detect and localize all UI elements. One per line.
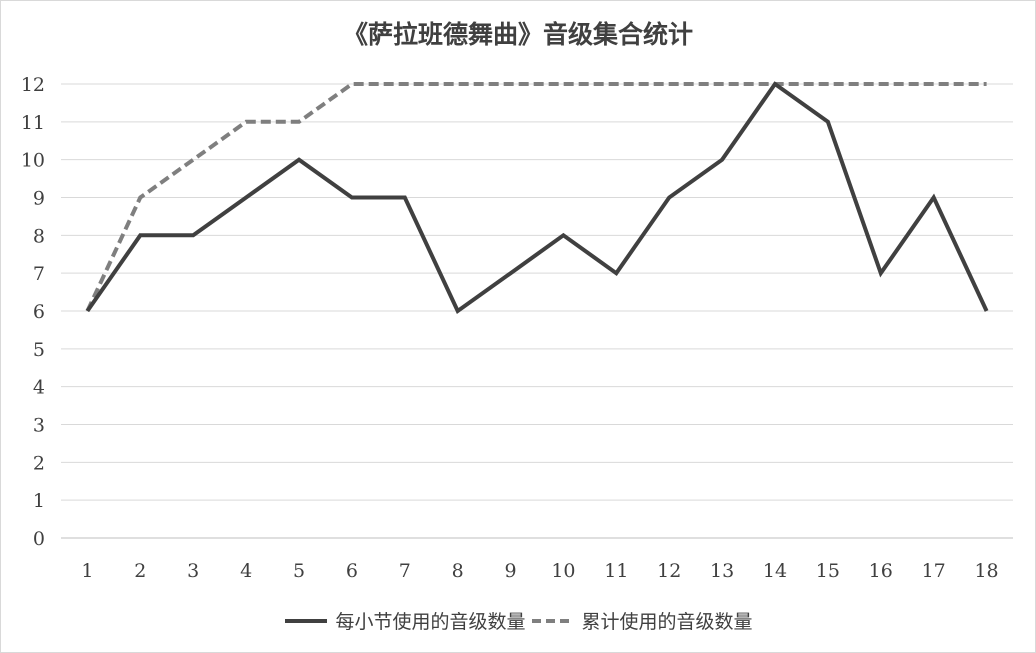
x-tick-label: 14 — [763, 560, 787, 582]
x-tick-label: 2 — [134, 560, 146, 582]
x-tick-label: 16 — [869, 560, 893, 582]
chart-legend: 每小节使用的音级数量 累计使用的音级数量 — [1, 607, 1035, 634]
y-tick-label: 12 — [21, 74, 45, 96]
x-tick-label: 5 — [293, 560, 305, 582]
x-tick-label: 1 — [81, 560, 93, 582]
series-line-cumulative — [85, 82, 987, 312]
y-tick-label: 4 — [33, 377, 45, 399]
y-tick-label: 8 — [33, 225, 45, 247]
x-tick-label: 8 — [452, 560, 464, 582]
y-tick-label: 9 — [33, 188, 45, 210]
y-tick-label: 10 — [21, 150, 45, 172]
x-tick-label: 15 — [816, 560, 840, 582]
x-tick-label: 4 — [240, 560, 252, 582]
y-tick-label: 11 — [21, 112, 45, 134]
x-tick-label: 7 — [399, 560, 411, 582]
x-tick-label: 3 — [187, 560, 199, 582]
y-tick-label: 2 — [33, 452, 45, 474]
x-tick-label: 6 — [346, 560, 358, 582]
x-tick-label: 11 — [604, 560, 628, 582]
legend-item-per-measure: 每小节使用的音级数量 — [283, 607, 526, 634]
chart-title: 《萨拉班德舞曲》音级集合统计 — [342, 20, 693, 49]
legend-label-cumulative: 累计使用的音级数量 — [581, 611, 753, 633]
series-line-per-measure — [85, 81, 989, 315]
x-tick-label: 18 — [974, 560, 998, 582]
x-tick-label: 10 — [551, 560, 575, 582]
x-tick-label: 13 — [710, 560, 734, 582]
legend-swatch-solid — [285, 618, 328, 623]
x-tick-label: 9 — [505, 560, 517, 582]
y-tick-label: 5 — [33, 339, 45, 361]
legend-swatch-dashed — [531, 618, 574, 623]
y-tick-label: 0 — [33, 528, 45, 550]
x-tick-label: 12 — [657, 560, 681, 582]
x-tick-label: 17 — [922, 560, 946, 582]
legend-item-cumulative: 累计使用的音级数量 — [530, 607, 753, 634]
legend-label-per-measure: 每小节使用的音级数量 — [335, 611, 526, 633]
y-tick-label: 3 — [33, 415, 45, 437]
y-tick-label: 1 — [33, 490, 45, 512]
y-tick-label: 7 — [33, 263, 45, 285]
y-tick-label: 6 — [33, 301, 45, 323]
